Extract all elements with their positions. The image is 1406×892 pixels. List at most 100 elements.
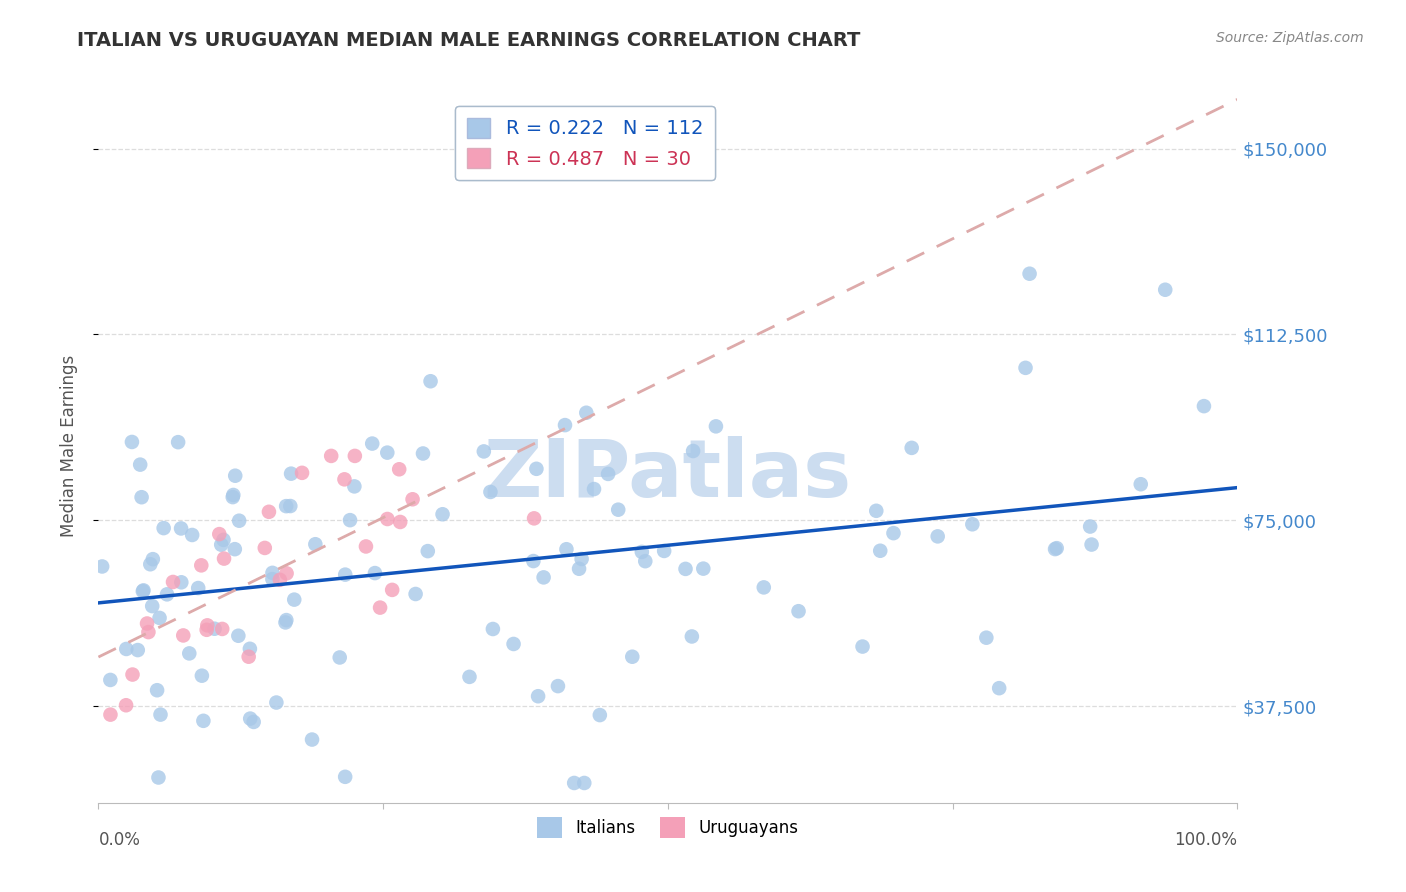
Point xyxy=(131,490,153,504)
Point xyxy=(675,562,697,576)
Point xyxy=(568,562,591,576)
Text: Source: ZipAtlas.com: Source: ZipAtlas.com xyxy=(1216,31,1364,45)
Point xyxy=(575,406,598,420)
Point xyxy=(574,776,596,790)
Point xyxy=(482,622,505,636)
Point xyxy=(652,544,675,558)
Y-axis label: Median Male Earnings: Median Male Earnings xyxy=(59,355,77,537)
Point xyxy=(533,570,555,584)
Point xyxy=(562,776,585,790)
Point xyxy=(621,649,644,664)
Point xyxy=(412,446,434,460)
Point xyxy=(262,566,284,580)
Point xyxy=(148,771,170,785)
Point xyxy=(115,698,138,713)
Point xyxy=(681,630,703,644)
Point xyxy=(149,707,172,722)
Point xyxy=(547,679,569,693)
Point xyxy=(304,537,326,551)
Point xyxy=(121,667,143,681)
Point xyxy=(368,600,391,615)
Point xyxy=(181,528,204,542)
Point xyxy=(262,572,284,586)
Point xyxy=(274,615,297,630)
Point xyxy=(354,540,377,554)
Point xyxy=(162,574,184,589)
Point xyxy=(1018,267,1040,281)
Point xyxy=(704,419,727,434)
Point xyxy=(132,584,155,599)
Point xyxy=(598,467,620,481)
Point xyxy=(377,512,399,526)
Point xyxy=(401,492,423,507)
Point xyxy=(527,690,550,704)
Point xyxy=(139,558,162,572)
Point xyxy=(142,552,165,566)
Point xyxy=(555,542,578,557)
Point xyxy=(212,533,235,547)
Point xyxy=(127,643,149,657)
Point xyxy=(187,581,209,595)
Point xyxy=(179,647,201,661)
Point xyxy=(388,462,411,476)
Point xyxy=(136,616,159,631)
Text: ITALIAN VS URUGUAYAN MEDIAN MALE EARNINGS CORRELATION CHART: ITALIAN VS URUGUAYAN MEDIAN MALE EARNING… xyxy=(77,31,860,50)
Point xyxy=(419,374,441,388)
Point xyxy=(682,444,704,458)
Point xyxy=(882,526,904,541)
Text: 100.0%: 100.0% xyxy=(1174,831,1237,849)
Point xyxy=(195,623,218,637)
Point xyxy=(479,485,502,500)
Point xyxy=(752,581,775,595)
Point xyxy=(211,622,233,636)
Text: 0.0%: 0.0% xyxy=(98,831,141,849)
Point xyxy=(988,681,1011,695)
Point xyxy=(228,514,250,528)
Point xyxy=(851,640,873,654)
Point xyxy=(100,707,122,722)
Point xyxy=(962,517,984,532)
Text: ZIPatlas: ZIPatlas xyxy=(484,435,852,514)
Point xyxy=(458,670,481,684)
Point xyxy=(1046,541,1069,556)
Point xyxy=(170,521,193,535)
Point xyxy=(321,449,343,463)
Point xyxy=(333,770,356,784)
Point xyxy=(416,544,439,558)
Point xyxy=(1014,360,1036,375)
Point xyxy=(333,472,356,486)
Point xyxy=(253,541,276,555)
Point xyxy=(280,467,302,481)
Point xyxy=(869,543,891,558)
Point xyxy=(502,637,524,651)
Point xyxy=(204,622,226,636)
Point xyxy=(526,462,548,476)
Point xyxy=(291,466,314,480)
Point xyxy=(1154,283,1177,297)
Point xyxy=(1080,537,1102,551)
Point xyxy=(224,468,246,483)
Point xyxy=(865,504,887,518)
Point xyxy=(156,587,179,601)
Point xyxy=(278,499,301,513)
Point xyxy=(276,566,298,581)
Point xyxy=(523,511,546,525)
Point xyxy=(212,551,235,566)
Point xyxy=(472,444,495,458)
Point xyxy=(129,458,152,472)
Point xyxy=(335,567,357,582)
Point xyxy=(389,515,412,529)
Point xyxy=(228,629,250,643)
Point xyxy=(195,618,218,632)
Point xyxy=(266,696,288,710)
Point xyxy=(242,714,264,729)
Point xyxy=(571,552,593,566)
Point xyxy=(900,441,922,455)
Point xyxy=(115,642,138,657)
Point xyxy=(222,488,245,502)
Point xyxy=(554,418,576,433)
Point xyxy=(98,673,121,687)
Point xyxy=(224,542,246,557)
Point xyxy=(927,529,949,543)
Point xyxy=(239,641,262,656)
